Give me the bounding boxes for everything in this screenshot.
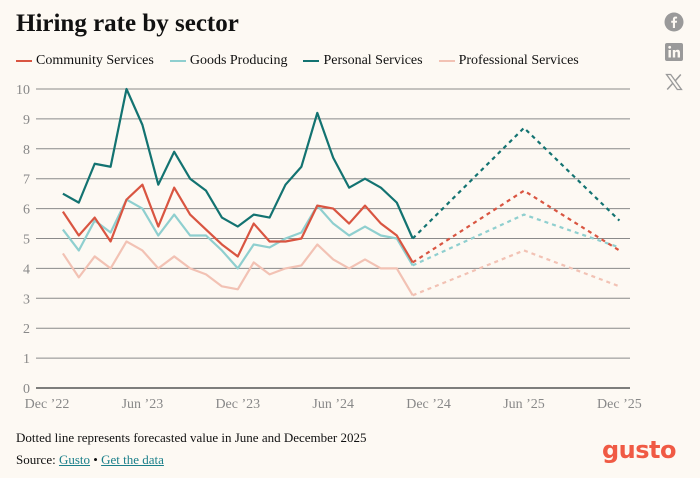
x-tick-label: Jun ’24 xyxy=(312,397,354,412)
legend-item-professional: Professional Services xyxy=(438,53,579,69)
y-tick-label: 9 xyxy=(23,113,30,128)
x-icon[interactable] xyxy=(664,72,684,92)
x-tick-label: Dec ’24 xyxy=(406,397,451,412)
get-data-link[interactable]: Get the data xyxy=(101,452,164,467)
x-tick-label: Jun ’23 xyxy=(122,397,164,412)
x-axis-ticks: Dec ’22 Jun ’23 Dec ’23 Jun ’24 Dec ’24 Jun ’… xyxy=(25,397,642,412)
gusto-link[interactable]: Gusto xyxy=(58,452,91,467)
legend-label: Professional Services xyxy=(458,53,579,68)
y-tick-label: 5 xyxy=(23,233,30,248)
series-line-community xyxy=(61,183,414,263)
forecast-line-professional xyxy=(412,249,620,297)
legend-label: Community Services xyxy=(36,53,154,68)
facebook-icon[interactable] xyxy=(664,12,684,32)
legend-label: Personal Services xyxy=(323,53,423,68)
source-separator: • xyxy=(93,452,98,467)
legend-item-personal: Personal Services xyxy=(303,53,423,69)
legend-swatch-goods xyxy=(169,59,186,63)
series-line-personal xyxy=(62,87,414,239)
series-lines xyxy=(61,87,621,297)
y-axis-ticks: 0 1 2 3 4 5 6 7 8 9 10 xyxy=(16,83,30,397)
legend-swatch-community xyxy=(16,59,32,63)
x-tick-label: Dec ’23 xyxy=(215,397,260,412)
legend-swatch-professional xyxy=(438,59,455,63)
linkedin-icon[interactable] xyxy=(664,42,684,62)
legend-item-goods: Goods Producing xyxy=(169,53,288,69)
y-tick-label: 6 xyxy=(23,203,30,218)
y-tick-label: 1 xyxy=(23,352,30,367)
y-tick-label: 2 xyxy=(23,322,30,337)
legend-label: Goods Producing xyxy=(189,53,288,68)
y-tick-label: 10 xyxy=(16,83,30,98)
y-tick-label: 7 xyxy=(23,173,30,188)
y-tick-label: 0 xyxy=(23,382,30,397)
x-tick-label: Jun ’25 xyxy=(503,397,545,412)
x-tick-label: Dec ’22 xyxy=(25,397,70,412)
social-share xyxy=(664,12,684,92)
source-line: Source: Gusto • Get the data xyxy=(16,452,164,468)
y-tick-label: 8 xyxy=(23,143,30,158)
source-label: Source: xyxy=(16,452,56,467)
grid-lines xyxy=(36,88,630,389)
gusto-logo: gusto xyxy=(601,436,677,464)
legend-item-community: Community Services xyxy=(16,53,154,69)
chart-title: Hiring rate by sector xyxy=(16,10,239,37)
forecast-line-goods xyxy=(412,213,620,267)
legend-swatch-personal xyxy=(303,59,320,63)
y-tick-label: 4 xyxy=(23,262,30,277)
series-line-professional xyxy=(61,240,414,296)
chart-note: Dotted line represents forecasted value … xyxy=(16,430,367,445)
y-tick-label: 3 xyxy=(23,292,30,307)
x-tick-label: Dec ’25 xyxy=(597,397,642,412)
forecast-line-personal xyxy=(411,126,621,240)
legend: Community Services Goods Producing Perso… xyxy=(16,53,579,69)
